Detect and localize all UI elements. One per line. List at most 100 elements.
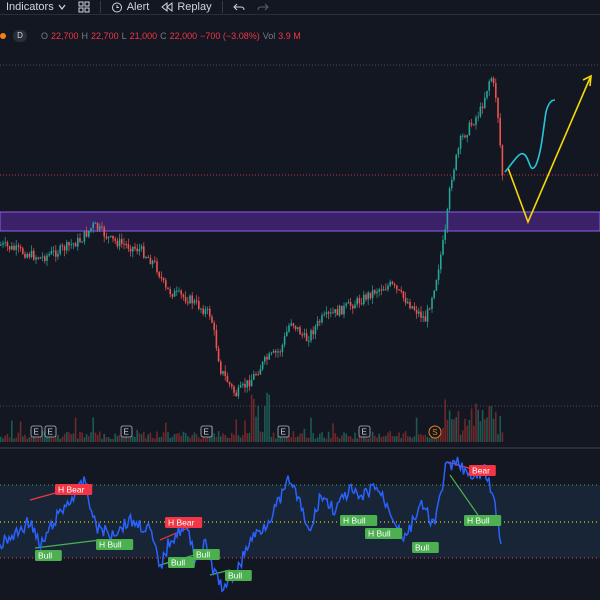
- candle-body: [39, 257, 42, 259]
- candle-body: [158, 272, 160, 277]
- candle-body: [44, 256, 46, 261]
- candle-body: [290, 323, 292, 326]
- volume-bar: [488, 405, 490, 442]
- earnings-marker[interactable]: E: [358, 425, 371, 438]
- earnings-marker[interactable]: E: [120, 425, 133, 438]
- candle-body: [356, 298, 358, 305]
- bull-label[interactable]: Bull: [35, 550, 62, 561]
- candle-body: [193, 300, 196, 304]
- candle-body: [46, 255, 48, 261]
- label-box: [412, 542, 439, 553]
- candle-body: [413, 306, 416, 310]
- volume-bar: [211, 425, 213, 442]
- h-bear-label[interactable]: H Bear: [55, 484, 93, 495]
- candle-body: [253, 374, 255, 380]
- candle-body: [55, 250, 57, 257]
- divergence-lines: [29, 461, 493, 576]
- bull-label[interactable]: Bull: [193, 549, 220, 560]
- volume-bar: [198, 437, 200, 442]
- candle-body: [347, 302, 350, 304]
- volume-bar: [68, 432, 70, 442]
- volume-bar: [299, 433, 301, 442]
- earnings-marker[interactable]: E: [30, 425, 43, 438]
- volume-bar: [380, 437, 383, 442]
- candle-body: [442, 239, 444, 255]
- volume-bar: [121, 425, 123, 442]
- h-bull-label[interactable]: H Bull: [340, 515, 378, 526]
- candle-body: [41, 256, 44, 258]
- volume-bar: [486, 417, 488, 442]
- supply-zone[interactable]: [0, 211, 600, 232]
- volume-bar: [301, 433, 303, 442]
- volume-bar: [171, 436, 174, 442]
- volume-bar: [224, 434, 226, 442]
- volume-bar: [316, 437, 319, 442]
- undo-button[interactable]: [227, 0, 251, 14]
- volume-bar: [457, 411, 460, 442]
- candle-body: [134, 246, 136, 249]
- candle-body: [497, 97, 499, 118]
- candle-body: [169, 289, 171, 295]
- projection-arrow-drawing[interactable]: [507, 77, 591, 225]
- volume-bar: [475, 403, 477, 442]
- volume-bar: [341, 435, 343, 442]
- rsi-line: [0, 456, 502, 593]
- earnings-marker[interactable]: E: [277, 425, 290, 438]
- candle-body: [389, 281, 391, 286]
- bear-label[interactable]: Bear: [469, 465, 496, 476]
- candle-body: [418, 311, 420, 314]
- h-bull-label[interactable]: H Bull: [365, 528, 403, 539]
- bull-label[interactable]: Bull: [412, 542, 439, 553]
- volume-bar: [160, 436, 163, 442]
- candle-body: [200, 308, 202, 310]
- volume-bar: [272, 432, 275, 442]
- candle-body: [444, 229, 446, 240]
- volume-bar: [393, 436, 396, 442]
- indicators-button[interactable]: Indicators: [0, 0, 72, 14]
- bull-label[interactable]: Bull: [225, 570, 252, 581]
- path-sketch-drawing[interactable]: [504, 99, 556, 173]
- volume-bar: [374, 435, 376, 442]
- volume-bar: [376, 437, 378, 442]
- candle-body: [48, 254, 50, 256]
- candle-body: [140, 246, 143, 249]
- volume-bar: [437, 437, 440, 442]
- volume-bar: [2, 438, 4, 442]
- h-bull-label[interactable]: H Bull: [464, 515, 502, 526]
- volume-bar: [266, 392, 268, 442]
- bull-label[interactable]: Bull: [168, 557, 195, 568]
- volume-bar: [497, 434, 499, 442]
- h-bear-label[interactable]: H Bear: [165, 517, 203, 528]
- alert-button[interactable]: Alert: [105, 0, 156, 14]
- divergence-line: [159, 551, 206, 566]
- layouts-button[interactable]: [72, 0, 96, 14]
- interval-badge[interactable]: D: [13, 30, 27, 42]
- marker-text: S: [432, 428, 437, 437]
- volume-bar: [246, 433, 248, 442]
- candle-body: [492, 78, 495, 84]
- replay-button[interactable]: Replay: [155, 0, 217, 14]
- redo-button[interactable]: [251, 0, 275, 14]
- volume-bar: [250, 394, 253, 442]
- earnings-marker[interactable]: E: [200, 425, 213, 438]
- marker-text: E: [362, 428, 367, 437]
- volume-bar: [13, 438, 15, 442]
- candle-body: [202, 308, 204, 314]
- marker-box: [358, 425, 371, 438]
- candle-body: [198, 300, 200, 309]
- candle-body: [116, 240, 119, 247]
- candle-body: [22, 248, 24, 254]
- volume-bar: [277, 435, 279, 442]
- h-bull-label[interactable]: H Bull: [96, 539, 134, 550]
- earnings-marker[interactable]: E: [44, 425, 57, 438]
- candle-body: [187, 301, 189, 304]
- volume-bar: [418, 434, 420, 442]
- volume-bar: [37, 427, 39, 442]
- volume-bar: [154, 438, 156, 442]
- candle-body: [191, 295, 193, 304]
- candle-body: [288, 325, 290, 332]
- volume-bar: [77, 438, 79, 442]
- split-marker[interactable]: S: [428, 425, 442, 439]
